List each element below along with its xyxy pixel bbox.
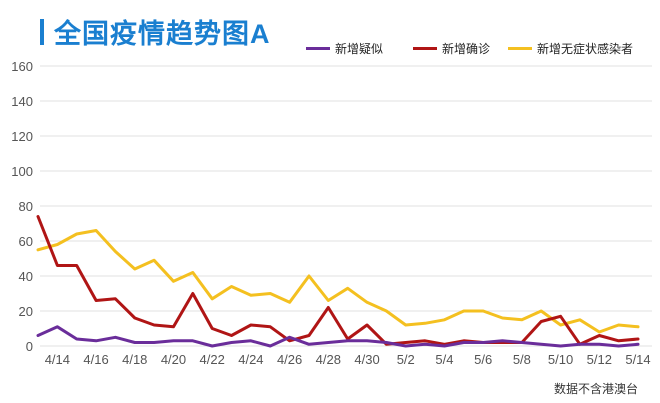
x-tick-label: 4/28 — [316, 352, 341, 367]
x-tick-label: 5/12 — [587, 352, 612, 367]
y-tick-label: 60 — [19, 234, 33, 249]
series-line-confirmed — [36, 215, 640, 346]
x-tick-label: 4/18 — [122, 352, 147, 367]
x-tick-label: 4/16 — [83, 352, 108, 367]
data-note: 数据不含港澳台 — [553, 382, 638, 396]
x-tick-label: 4/14 — [45, 352, 70, 367]
y-tick-label: 100 — [11, 164, 33, 179]
x-tick-label: 5/14 — [625, 352, 650, 367]
legend-swatch-suspected — [306, 46, 330, 50]
x-tick-label: 5/10 — [548, 352, 573, 367]
y-tick-label: 120 — [11, 129, 33, 144]
series-line-suspected — [36, 325, 640, 348]
chart-title: 全国疫情趋势图A — [54, 19, 271, 49]
x-tick-label: 4/26 — [277, 352, 302, 367]
x-tick-label: 4/22 — [200, 352, 225, 367]
x-tick-label: 4/30 — [354, 352, 379, 367]
series-line-asymptomatic — [36, 229, 640, 334]
y-tick-label: 140 — [11, 94, 33, 109]
x-tick-label: 5/2 — [397, 352, 415, 367]
y-tick-label: 20 — [19, 304, 33, 319]
legend-swatch-confirmed — [413, 46, 437, 50]
x-tick-label: 5/6 — [474, 352, 492, 367]
x-tick-label: 5/4 — [435, 352, 453, 367]
legend-item-suspected: 新增疑似 — [306, 41, 384, 56]
legend-label-asymptomatic: 新增无症状感染者 — [537, 41, 634, 56]
x-tick-label: 5/8 — [513, 352, 531, 367]
y-tick-label: 0 — [26, 339, 33, 354]
y-tick-label: 160 — [11, 59, 33, 74]
legend-item-asymptomatic: 新增无症状感染者 — [508, 41, 634, 56]
legend-item-confirmed: 新增确诊 — [413, 41, 491, 56]
legend-label-confirmed: 新增确诊 — [442, 41, 491, 56]
legend-swatch-asymptomatic — [508, 46, 532, 50]
x-tick-label: 4/24 — [238, 352, 263, 367]
y-tick-label: 80 — [19, 199, 33, 214]
x-tick-label: 4/20 — [161, 352, 186, 367]
title-accent-bar — [40, 19, 44, 45]
legend-label-suspected: 新增疑似 — [335, 41, 384, 56]
y-tick-label: 40 — [19, 269, 33, 284]
